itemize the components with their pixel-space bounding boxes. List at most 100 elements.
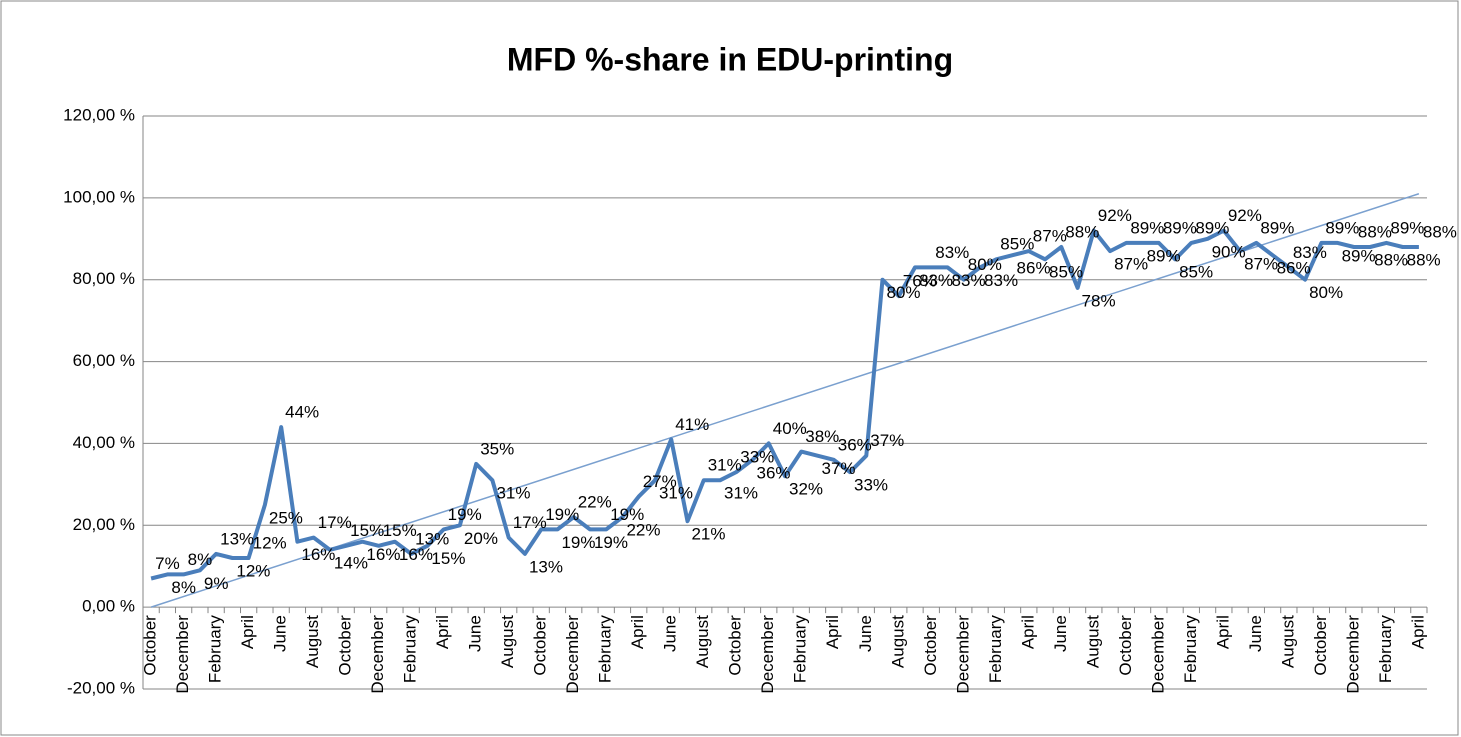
line <box>150 228 1419 581</box>
data-label: 12% <box>236 562 270 581</box>
data-label: 15% <box>383 521 417 540</box>
data-label: 19% <box>610 505 644 524</box>
x-tick-label: December <box>1343 615 1362 694</box>
x-tick-label: June <box>856 615 875 652</box>
x-tick-label: April <box>1408 615 1427 649</box>
data-label: 87% <box>1244 255 1278 274</box>
y-tick-label: -20,00 % <box>67 678 135 697</box>
x-tick-label: October <box>726 615 745 676</box>
data-label: 92% <box>1228 206 1262 225</box>
data-label: 8% <box>171 578 196 597</box>
x-tick-label: April <box>1213 615 1232 649</box>
data-label: 92% <box>1098 206 1132 225</box>
data-label: 44% <box>285 403 319 422</box>
data-label: 17% <box>318 513 352 532</box>
data-label: 31% <box>724 484 758 503</box>
x-tick-label: February <box>596 615 615 684</box>
x-tick-label: October <box>531 615 550 676</box>
data-label: 31% <box>496 484 530 503</box>
data-label: 16% <box>301 545 335 564</box>
x-tick-label: December <box>953 615 972 694</box>
data-label: 86% <box>1277 259 1311 278</box>
x-tick-label: August <box>498 615 517 668</box>
x-tick-label: April <box>238 615 257 649</box>
data-label: 33% <box>854 476 888 495</box>
x-tick-label: June <box>1051 615 1070 652</box>
data-label: 37% <box>822 459 856 478</box>
x-tick-label: June <box>661 615 680 652</box>
x-tick-label: October <box>1311 615 1330 676</box>
x-tick-label: April <box>823 615 842 649</box>
data-label: 31% <box>708 456 742 475</box>
x-tick-label: October <box>336 615 355 676</box>
data-label: 7% <box>155 554 180 573</box>
x-tick-label: October <box>1116 615 1135 676</box>
data-label: 85% <box>1000 235 1034 254</box>
data-label: 37% <box>870 431 904 450</box>
x-tick-label: December <box>563 615 582 694</box>
x-tick-label: June <box>1246 615 1265 652</box>
x-tick-label: June <box>466 615 485 652</box>
y-tick-label: 20,00 % <box>73 515 135 534</box>
data-label: 76% <box>903 272 937 291</box>
x-tick-label: February <box>206 615 225 684</box>
x-tick-label: December <box>758 615 777 694</box>
x-tick-label: August <box>303 615 322 668</box>
data-label: 35% <box>480 439 514 458</box>
x-tick-label: April <box>1018 615 1037 649</box>
data-label: 19% <box>561 533 595 552</box>
x-tick-label: February <box>1181 615 1200 684</box>
data-label: 20% <box>464 529 498 548</box>
data-label: 88% <box>1423 222 1457 241</box>
data-label: 85% <box>1179 263 1213 282</box>
x-tick-label: August <box>888 615 907 668</box>
data-label: 19% <box>448 505 482 524</box>
data-label: 89% <box>1390 218 1424 237</box>
y-tick-label: 0,00 % <box>82 597 135 616</box>
x-tick-label: February <box>986 615 1005 684</box>
y-tick-label: 80,00 % <box>73 269 135 288</box>
data-label: 80% <box>1309 283 1343 302</box>
x-tick-label: February <box>1376 615 1395 684</box>
data-label: 36% <box>756 463 790 482</box>
data-label: 15% <box>350 521 384 540</box>
data-label: 19% <box>594 533 628 552</box>
x-tick-label: August <box>693 615 712 668</box>
data-label: 41% <box>675 415 709 434</box>
data-label: 89% <box>1342 246 1376 265</box>
data-label: 21% <box>691 525 725 544</box>
data-label: 33% <box>740 448 774 467</box>
data-label: 88% <box>1374 250 1408 269</box>
x-tick-label: April <box>628 615 647 649</box>
data-label: 13% <box>220 529 254 548</box>
data-label: 32% <box>789 480 823 499</box>
data-label: 88% <box>1065 222 1099 241</box>
data-label: 80% <box>887 283 921 302</box>
x-tick-label: December <box>173 615 192 694</box>
data-label: 87% <box>1033 227 1067 246</box>
data-label: 27% <box>643 472 677 491</box>
x-tick-label: August <box>1083 615 1102 668</box>
trendline <box>150 193 1420 608</box>
data-label: 15% <box>431 549 465 568</box>
data-label: 78% <box>1082 291 1116 310</box>
x-tick-label: December <box>1148 615 1167 694</box>
data-label: 36% <box>838 435 872 454</box>
data-label: 38% <box>805 427 839 446</box>
chart-title: MFD %-share in EDU-printing <box>507 41 953 77</box>
data-label: 8% <box>188 550 213 569</box>
x-tick-label: August <box>1278 615 1297 668</box>
x-tick-label: June <box>271 615 290 652</box>
data-label: 13% <box>415 529 449 548</box>
data-label: 16% <box>399 545 433 564</box>
data-label: 14% <box>334 553 368 572</box>
data-label: 83% <box>984 271 1018 290</box>
data-label: 16% <box>366 545 400 564</box>
data-label: 83% <box>935 243 969 262</box>
data-label: 89% <box>1130 218 1164 237</box>
y-tick-label: 100,00 % <box>63 187 135 206</box>
x-tick-label: February <box>401 615 420 684</box>
data-label: 88% <box>1407 250 1441 269</box>
